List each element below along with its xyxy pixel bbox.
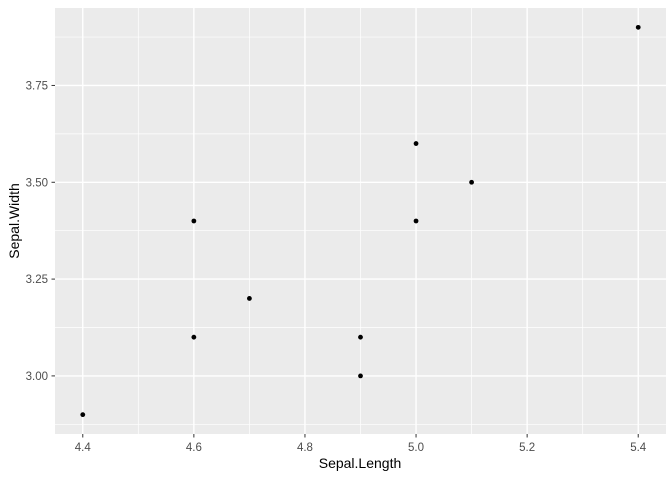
x-tick-label: 5.4 (630, 442, 647, 454)
y-tick-label: 3.75 (26, 80, 48, 92)
x-tick-label: 5.0 (408, 442, 424, 454)
data-point (413, 218, 419, 224)
y-tick-label: 3.50 (26, 177, 48, 189)
y-tick-label: 3.00 (26, 371, 48, 383)
data-point (358, 373, 363, 379)
data-point (469, 179, 474, 185)
x-tick-label: 4.4 (75, 442, 92, 454)
x-tick-label: 4.8 (297, 442, 313, 454)
data-point (358, 334, 363, 340)
x-tick-label: 5.2 (519, 442, 535, 454)
y-tick-label: 3.25 (26, 274, 48, 286)
x-axis-title: Sepal.Length (318, 455, 402, 471)
data-point (247, 296, 252, 301)
data-point (191, 218, 197, 224)
x-tick-label: 4.6 (186, 442, 202, 454)
data-point (191, 334, 197, 340)
data-point (80, 412, 86, 418)
data-point (413, 141, 419, 146)
y-axis-title: Sepal.Width (6, 183, 22, 259)
data-point (635, 24, 641, 30)
